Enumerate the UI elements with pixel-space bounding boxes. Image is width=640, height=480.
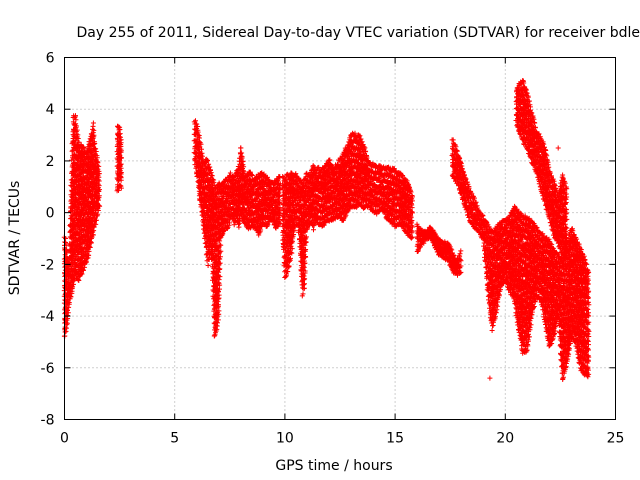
- data-point: [73, 113, 78, 119]
- data-point: [68, 294, 74, 300]
- data-point: [236, 224, 242, 230]
- data-point: [70, 284, 76, 290]
- data-point: [74, 123, 79, 129]
- data-point: [66, 304, 72, 310]
- data-layer: [61, 78, 592, 382]
- data-point: [75, 136, 81, 141]
- data-point: [64, 320, 70, 326]
- data-point: [66, 300, 72, 305]
- data-point: [205, 263, 211, 268]
- data-point: [65, 316, 71, 321]
- data-point: [74, 127, 80, 133]
- data-point: [62, 329, 68, 335]
- data-point: [73, 117, 79, 123]
- data-point: [69, 214, 75, 220]
- data-point: [65, 308, 70, 313]
- data-point: [90, 120, 96, 126]
- data-point: [65, 310, 71, 316]
- data-point: [283, 274, 289, 280]
- chart-title: Day 255 of 2011, Sidereal Day-to-day VTE…: [77, 25, 640, 41]
